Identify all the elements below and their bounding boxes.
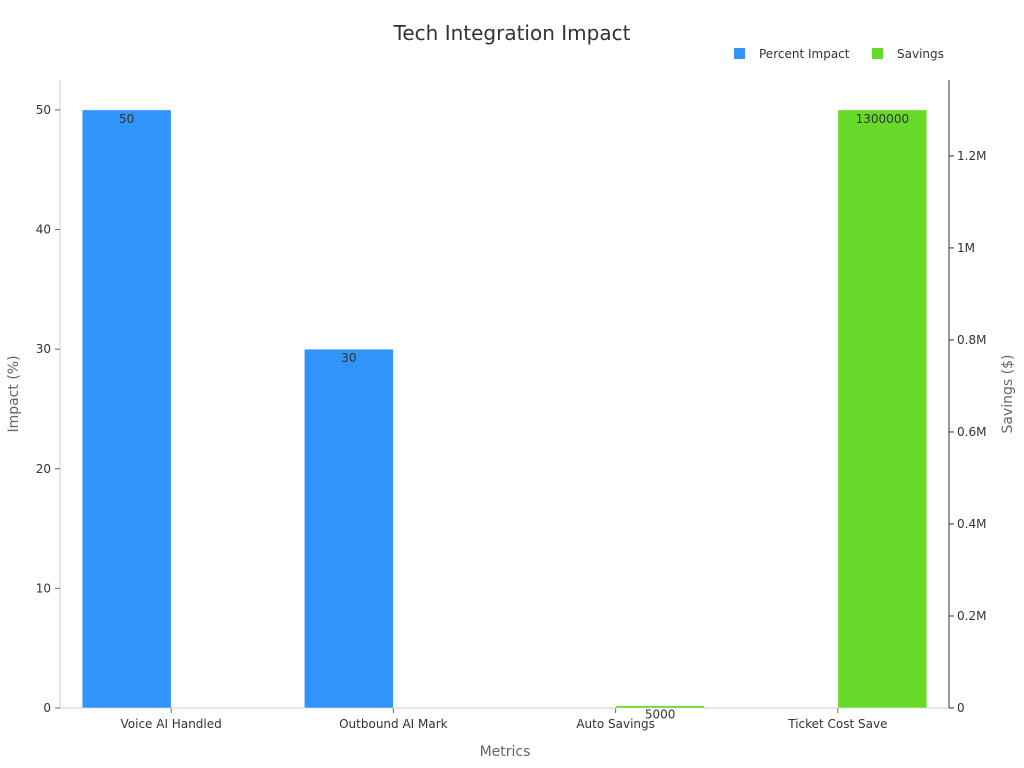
legend-swatch — [872, 48, 883, 59]
bar-savings[interactable] — [837, 109, 928, 709]
x-axis-title: Metrics — [480, 744, 531, 760]
right-y-axis-title: Savings ($) — [1000, 355, 1016, 434]
chart-title: Tech Integration Impact — [393, 21, 631, 45]
bar-savings[interactable] — [615, 705, 705, 709]
legend-item[interactable]: Percent Impact — [734, 47, 850, 61]
left-y-axis-title: Impact (%) — [6, 355, 22, 432]
x-tick-label: Auto Savings — [576, 717, 655, 731]
left-axis-ticks: 0 10 20 30 40 50 — [36, 103, 60, 715]
left-tick-label: 30 — [36, 342, 51, 356]
legend-label: Percent Impact — [759, 47, 850, 61]
right-tick-label: 1M — [957, 241, 975, 255]
legend-item[interactable]: Savings — [872, 47, 944, 61]
data-labels: 50 30 5000 1300000 — [119, 112, 909, 722]
right-tick-label: 0.2M — [957, 609, 986, 623]
left-tick-label: 20 — [36, 462, 51, 476]
legend: Percent Impact Savings — [734, 47, 944, 61]
x-axis-ticks: Voice AI Handled Outbound AI Mark Auto Sav… — [121, 708, 888, 731]
right-tick-label: 0.6M — [957, 425, 986, 439]
right-tick-label: 0 — [957, 701, 965, 715]
bar-percent-impact[interactable] — [81, 109, 172, 709]
legend-swatch — [734, 48, 745, 59]
left-tick-label: 10 — [36, 581, 51, 595]
x-tick-label: Outbound AI Mark — [339, 717, 448, 731]
right-tick-label: 1.2M — [957, 149, 986, 163]
x-tick-label: Ticket Cost Save — [787, 717, 887, 731]
left-tick-label: 0 — [43, 701, 51, 715]
legend-label: Savings — [897, 47, 944, 61]
bars — [81, 109, 928, 709]
data-label: 50 — [119, 112, 134, 126]
bar-percent-impact[interactable] — [304, 348, 394, 709]
x-tick-label: Voice AI Handled — [121, 717, 222, 731]
axes — [59, 80, 950, 709]
right-tick-label: 0.4M — [957, 517, 986, 531]
right-tick-label: 0.8M — [957, 333, 986, 347]
data-label: 1300000 — [856, 112, 909, 126]
right-axis-ticks: 0 0.2M 0.4M 0.6M 0.8M 1M 1.2M — [949, 149, 986, 715]
left-tick-label: 50 — [36, 103, 51, 117]
data-label: 5000 — [645, 708, 676, 722]
left-tick-label: 40 — [36, 223, 51, 237]
data-label: 30 — [341, 351, 356, 365]
